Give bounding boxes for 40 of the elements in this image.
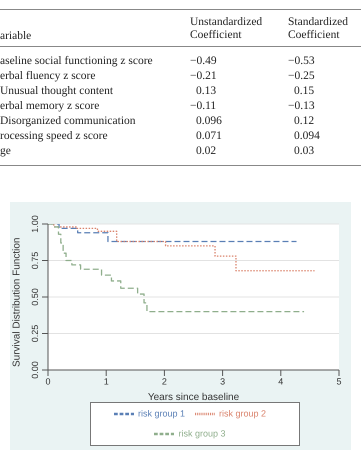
- data-label: −0.13: [287, 99, 316, 114]
- data-label: 0.071: [195, 129, 223, 144]
- y-tick-label: 0.75: [30, 252, 40, 270]
- text: Standardized Coefficient: [287, 15, 350, 44]
- data-label: 0.094: [293, 129, 321, 144]
- category-label: aseline social functioning z score: [0, 54, 154, 70]
- y-axis-title: Survival Distribution Function: [12, 238, 23, 367]
- legend-label: risk group 3: [178, 428, 226, 438]
- data-label: −0.53: [287, 54, 316, 70]
- data-label: 0.12: [293, 114, 316, 130]
- x-axis-title: Years since baseline: [148, 392, 240, 403]
- data-label: 0.15: [293, 84, 316, 100]
- x-tick-label: 4: [278, 376, 284, 386]
- x-tick-label: 0: [45, 376, 51, 386]
- data-label: −0.21: [189, 69, 218, 84]
- x-tick-label: 1: [104, 376, 109, 386]
- text: Unstandardized Coefficient: [189, 15, 264, 44]
- legend-label: risk group 2: [219, 408, 266, 418]
- legend-label: risk group 1: [138, 408, 185, 418]
- category-label: ge: [0, 144, 12, 160]
- text: ariable: [0, 29, 32, 44]
- category-label: erbal memory z score: [0, 99, 100, 114]
- category-label: Unusual thought content: [0, 84, 114, 100]
- data-label: 0.03: [293, 144, 316, 160]
- y-tick-label: 0.50: [30, 288, 40, 306]
- data-label: 0.096: [195, 114, 223, 130]
- y-tick-label: 0.00: [30, 361, 40, 379]
- x-tick-label: 5: [336, 376, 342, 386]
- category-label: Disorganized communication: [0, 114, 137, 130]
- y-tick-label: 1.00: [30, 215, 40, 233]
- data-label: −0.49: [189, 54, 218, 70]
- x-tick-label: 2: [162, 376, 167, 386]
- data-label: 0.02: [195, 144, 218, 160]
- data-label: −0.25: [287, 69, 316, 84]
- category-label: erbal fluency z score: [0, 69, 96, 84]
- y-tick-label: 0.25: [30, 324, 40, 342]
- category-label: rocessing speed z score: [0, 129, 109, 144]
- data-label: 0.13: [195, 84, 218, 100]
- x-tick-label: 3: [220, 376, 226, 386]
- data-label: −0.11: [189, 99, 218, 114]
